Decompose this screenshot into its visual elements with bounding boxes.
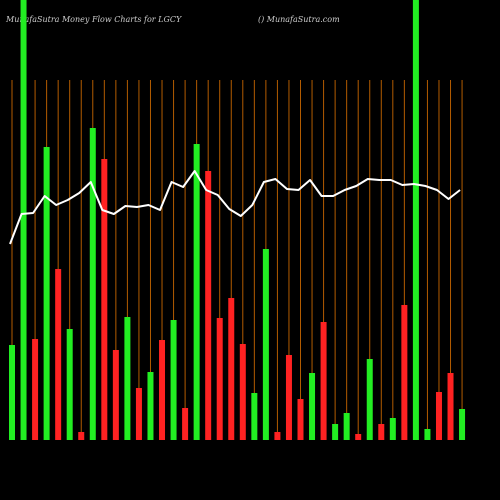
line <box>9 170 461 245</box>
bar <box>43 147 50 440</box>
bar <box>89 128 96 440</box>
bar <box>274 432 281 440</box>
bar <box>216 318 223 440</box>
bar <box>205 171 212 440</box>
bar <box>66 329 73 440</box>
bar <box>262 249 269 440</box>
bar <box>355 434 362 440</box>
bar <box>228 298 235 440</box>
bar <box>182 408 189 440</box>
bar <box>401 305 408 440</box>
bar <box>447 373 454 440</box>
bar <box>9 345 15 440</box>
chart-subtitle: () MunafaSutra.com <box>258 15 340 24</box>
bar <box>412 0 419 440</box>
bar <box>343 413 350 440</box>
bar <box>297 399 304 440</box>
bar <box>285 355 292 440</box>
bar <box>135 388 142 440</box>
chart-title: MunafaSutra Money Flow Charts for LGCY <box>5 15 182 24</box>
bar <box>424 429 431 440</box>
bar <box>124 317 131 440</box>
bar <box>366 359 373 440</box>
bar <box>332 424 339 440</box>
bar <box>239 344 246 440</box>
bar <box>32 339 39 440</box>
bar <box>193 144 200 440</box>
bar <box>389 418 396 440</box>
bar <box>101 159 108 440</box>
bar <box>55 269 62 440</box>
bar <box>435 392 442 440</box>
bar <box>251 393 258 440</box>
bar <box>320 322 327 440</box>
bar <box>309 373 316 440</box>
bar <box>147 372 154 440</box>
bar <box>170 320 177 440</box>
bar <box>20 0 27 440</box>
bar <box>378 424 385 440</box>
bar <box>159 340 166 440</box>
bar <box>112 350 119 440</box>
bar <box>459 409 466 440</box>
bar <box>78 432 85 440</box>
